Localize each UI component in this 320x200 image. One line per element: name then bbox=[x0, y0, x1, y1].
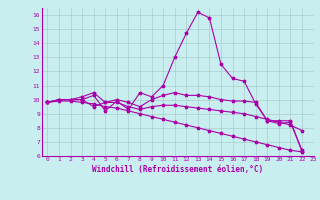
X-axis label: Windchill (Refroidissement éolien,°C): Windchill (Refroidissement éolien,°C) bbox=[92, 165, 263, 174]
